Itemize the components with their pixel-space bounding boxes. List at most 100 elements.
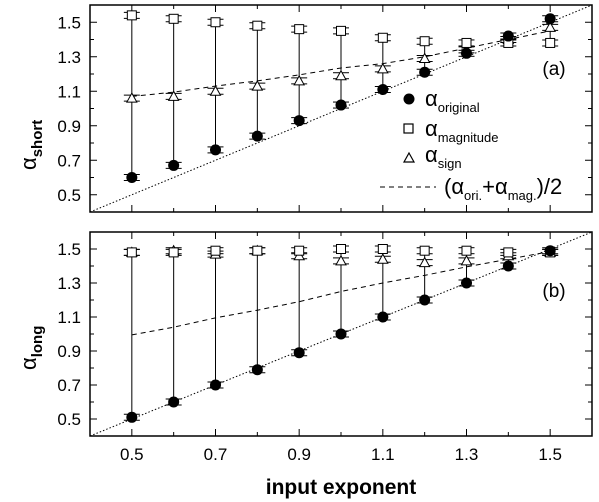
x-tick-label: 1.5 (538, 445, 562, 464)
original-point (544, 245, 556, 257)
y-tick-label: 0.7 (57, 151, 81, 170)
sign-point (376, 62, 389, 74)
sign-point (460, 254, 473, 266)
x-tick-label: 0.7 (204, 445, 228, 464)
original-point (335, 99, 347, 111)
magnitude-point (126, 247, 137, 258)
panel-b: 0.5 0.7 0.9 1.1 1.3 1.5 0.5 0.7 0.9 1.1 1.3 1.5 (b)… (16, 231, 593, 499)
legend-entry-sign: αsign (402, 142, 462, 171)
plot-area (90, 5, 592, 212)
magnitude-point (252, 245, 263, 256)
original-point (126, 411, 138, 423)
original-point (502, 260, 514, 272)
original-point (377, 311, 389, 323)
original-point (168, 159, 180, 171)
magnitude-point (252, 20, 263, 31)
legend-label-magnitude: αmagnitude (425, 116, 498, 145)
magnitude-point (210, 245, 221, 256)
original-point (419, 66, 431, 78)
y-tick-label: 1.3 (57, 48, 81, 67)
panel-b-data (90, 232, 592, 436)
y-tick-label: 0.9 (57, 342, 81, 361)
y-tick-label: 1.5 (57, 13, 81, 32)
y-tick-label: 0.9 (57, 117, 81, 136)
legend-label-original: αoriginal (425, 86, 480, 115)
legend-marker-filled-circle (403, 93, 415, 105)
average-dashed-line (131, 251, 551, 336)
sign-point (335, 69, 347, 81)
x-tick-label: 1.3 (455, 445, 479, 464)
original-point (502, 30, 514, 42)
legend-label-average: (αori.+αmag.)/2 (444, 174, 562, 203)
original-point (544, 13, 556, 25)
x-tick-label: 1.1 (371, 445, 395, 464)
sign-point (418, 52, 431, 63)
magnitude-point (294, 245, 305, 256)
y-tick-label: 1.3 (57, 274, 81, 293)
legend-marker-open-triangle (402, 151, 416, 163)
original-point (293, 347, 305, 359)
original-point (126, 172, 138, 183)
original-point (419, 294, 431, 306)
panel-a-label: (a) (542, 59, 565, 80)
original-point (377, 84, 389, 96)
plot-area (90, 232, 592, 436)
panel-b-ylabel: αlong (16, 326, 46, 370)
magnitude-point (461, 37, 472, 48)
panel-a-axes: 0.5 0.7 0.9 1.1 1.3 1.5 (57, 4, 593, 213)
y-tick-label: 0.5 (57, 410, 81, 429)
legend-entry-magnitude: αmagnitude (403, 116, 498, 145)
magnitude-point (419, 36, 430, 47)
magnitude-point (419, 245, 430, 256)
x-axis-label: input exponent (266, 476, 417, 499)
magnitude-point (294, 24, 305, 35)
magnitude-point (126, 10, 137, 21)
sign-point (418, 256, 431, 268)
legend-label-sign: αsign (425, 142, 462, 171)
panel-a-ylabel: αshort (16, 120, 46, 170)
sign-point (251, 80, 264, 91)
y-tick-label: 0.5 (57, 186, 81, 205)
sign-point (376, 253, 389, 264)
magnitude-point (336, 244, 346, 254)
y-tick-label: 1.5 (57, 240, 81, 259)
sign-point (335, 254, 347, 266)
original-point (210, 379, 221, 391)
sign-point (167, 90, 180, 101)
original-point (210, 144, 221, 156)
magnitude-point (461, 245, 472, 256)
sign-point (125, 92, 138, 103)
original-point (251, 364, 263, 376)
x-tick-label: 0.9 (287, 445, 311, 464)
magnitude-point (210, 17, 221, 28)
magnitude-point (168, 247, 179, 258)
legend: αoriginal αmagnitude αsign (αori.+αmag.)… (380, 86, 562, 203)
magnitude-point (377, 244, 388, 254)
x-tick-label: 0.5 (120, 445, 144, 464)
panel-a: 0.5 0.7 0.9 1.1 1.3 1.5 (a) αshort αoriginal … (16, 4, 593, 213)
panel-a-frame (89, 4, 593, 213)
sign-point (293, 74, 306, 86)
original-point (335, 328, 347, 340)
magnitude-point (503, 247, 514, 258)
magnitude-point (377, 32, 388, 43)
y-tick-label: 1.1 (57, 82, 81, 101)
panel-b-axes: 0.5 0.7 0.9 1.1 1.3 1.5 0.5 0.7 0.9 1.1 1.3 1.5 (57, 231, 593, 464)
panel-b-label: (b) (542, 281, 565, 302)
magnitude-point (545, 37, 556, 48)
sign-point (209, 85, 222, 96)
original-point (251, 130, 263, 142)
legend-marker-open-square (403, 123, 414, 134)
legend-entry-average: (αori.+αmag.)/2 (380, 174, 562, 203)
panel-b-frame (89, 231, 593, 437)
sign-point (544, 21, 557, 32)
legend-entry-original: αoriginal (403, 86, 480, 115)
average-dashed-line (131, 30, 551, 97)
magnitude-point (336, 25, 346, 36)
original-point (168, 396, 180, 408)
original-point (461, 277, 472, 289)
panel-a-data (90, 5, 592, 212)
y-tick-label: 0.7 (57, 376, 81, 395)
y-tick-label: 1.1 (57, 308, 81, 327)
